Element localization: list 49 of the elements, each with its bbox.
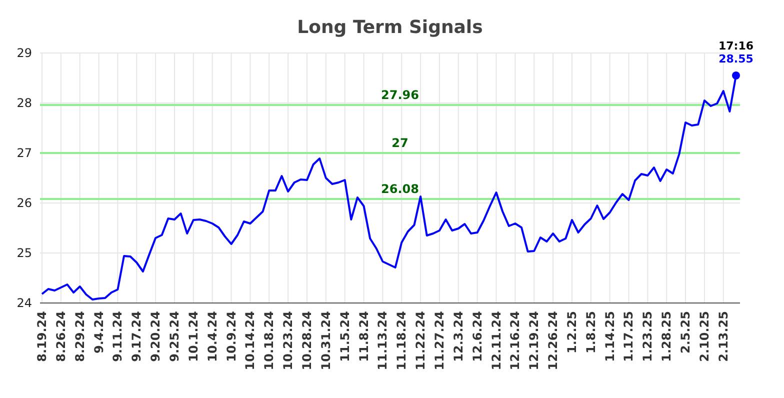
x-tick-label: 11.27.24 [432, 311, 446, 370]
chart-title: Long Term Signals [297, 17, 483, 38]
x-tick-label: 9.4.24 [92, 311, 106, 354]
ref-line-label: 27.96 [381, 88, 419, 102]
annotation: 17:16 [718, 40, 754, 52]
x-tick-label: 8.26.24 [54, 311, 68, 362]
ref-line-label: 27 [392, 136, 408, 150]
x-tick-label: 1.2.25 [564, 311, 579, 354]
y-tick-label: 29 [16, 46, 32, 60]
x-tick-label: 2.5.25 [678, 311, 693, 354]
x-tick-label: 8.19.24 [35, 311, 49, 362]
x-tick-label: 12.19.24 [527, 311, 542, 370]
y-tick-label: 25 [16, 246, 32, 260]
y-tick-label: 27 [16, 146, 32, 160]
x-tick-label: 9.11.24 [110, 311, 125, 362]
x-tick-label: 10.31.24 [318, 311, 333, 370]
x-tick-label: 12.26.24 [546, 311, 560, 370]
x-tick-label: 12.3.24 [451, 311, 466, 362]
ref-line-label: 26.08 [381, 182, 419, 196]
x-tick-label: 9.20.24 [148, 311, 163, 362]
x-tick-label: 11.22.24 [414, 311, 428, 370]
data-label: 28.55 [718, 52, 754, 66]
x-tick-label: 1.8.25 [584, 311, 598, 354]
x-tick-label: 9.17.24 [130, 311, 144, 362]
x-tick-label: 1.28.25 [660, 311, 674, 362]
y-tick-label: 24 [16, 296, 32, 310]
x-tick-label: 12.16.24 [508, 311, 522, 370]
x-tick-label: 1.17.25 [622, 311, 636, 362]
y-tick-label: 28 [16, 96, 32, 110]
x-tick-label: 12.6.24 [470, 311, 484, 362]
x-tick-label: 10.9.24 [224, 311, 238, 362]
x-tick-label: 10.4.24 [205, 311, 220, 362]
x-tick-label: 10.23.24 [281, 311, 296, 370]
x-tick-label: 1.14.25 [602, 311, 617, 362]
x-tick-label: 10.28.24 [300, 311, 314, 370]
y-tick-label: 26 [16, 196, 32, 210]
x-tick-label: 10.18.24 [262, 311, 276, 370]
x-tick-label: 11.8.24 [356, 311, 371, 362]
x-tick-label: 8.29.24 [72, 311, 87, 362]
x-tick-label: 10.14.24 [243, 311, 258, 370]
x-tick-label: 11.13.24 [376, 311, 390, 370]
x-tick-label: 11.5.24 [338, 311, 352, 362]
x-tick-label: 2.10.25 [697, 311, 712, 362]
x-tick-label: 2.13.25 [716, 311, 730, 362]
x-tick-label: 12.11.24 [489, 311, 504, 370]
x-tick-label: 9.25.24 [167, 311, 182, 362]
x-tick-label: 1.23.25 [640, 311, 655, 362]
x-tick-label: 11.18.24 [394, 311, 409, 370]
x-tick-label: 10.1.24 [186, 311, 200, 362]
